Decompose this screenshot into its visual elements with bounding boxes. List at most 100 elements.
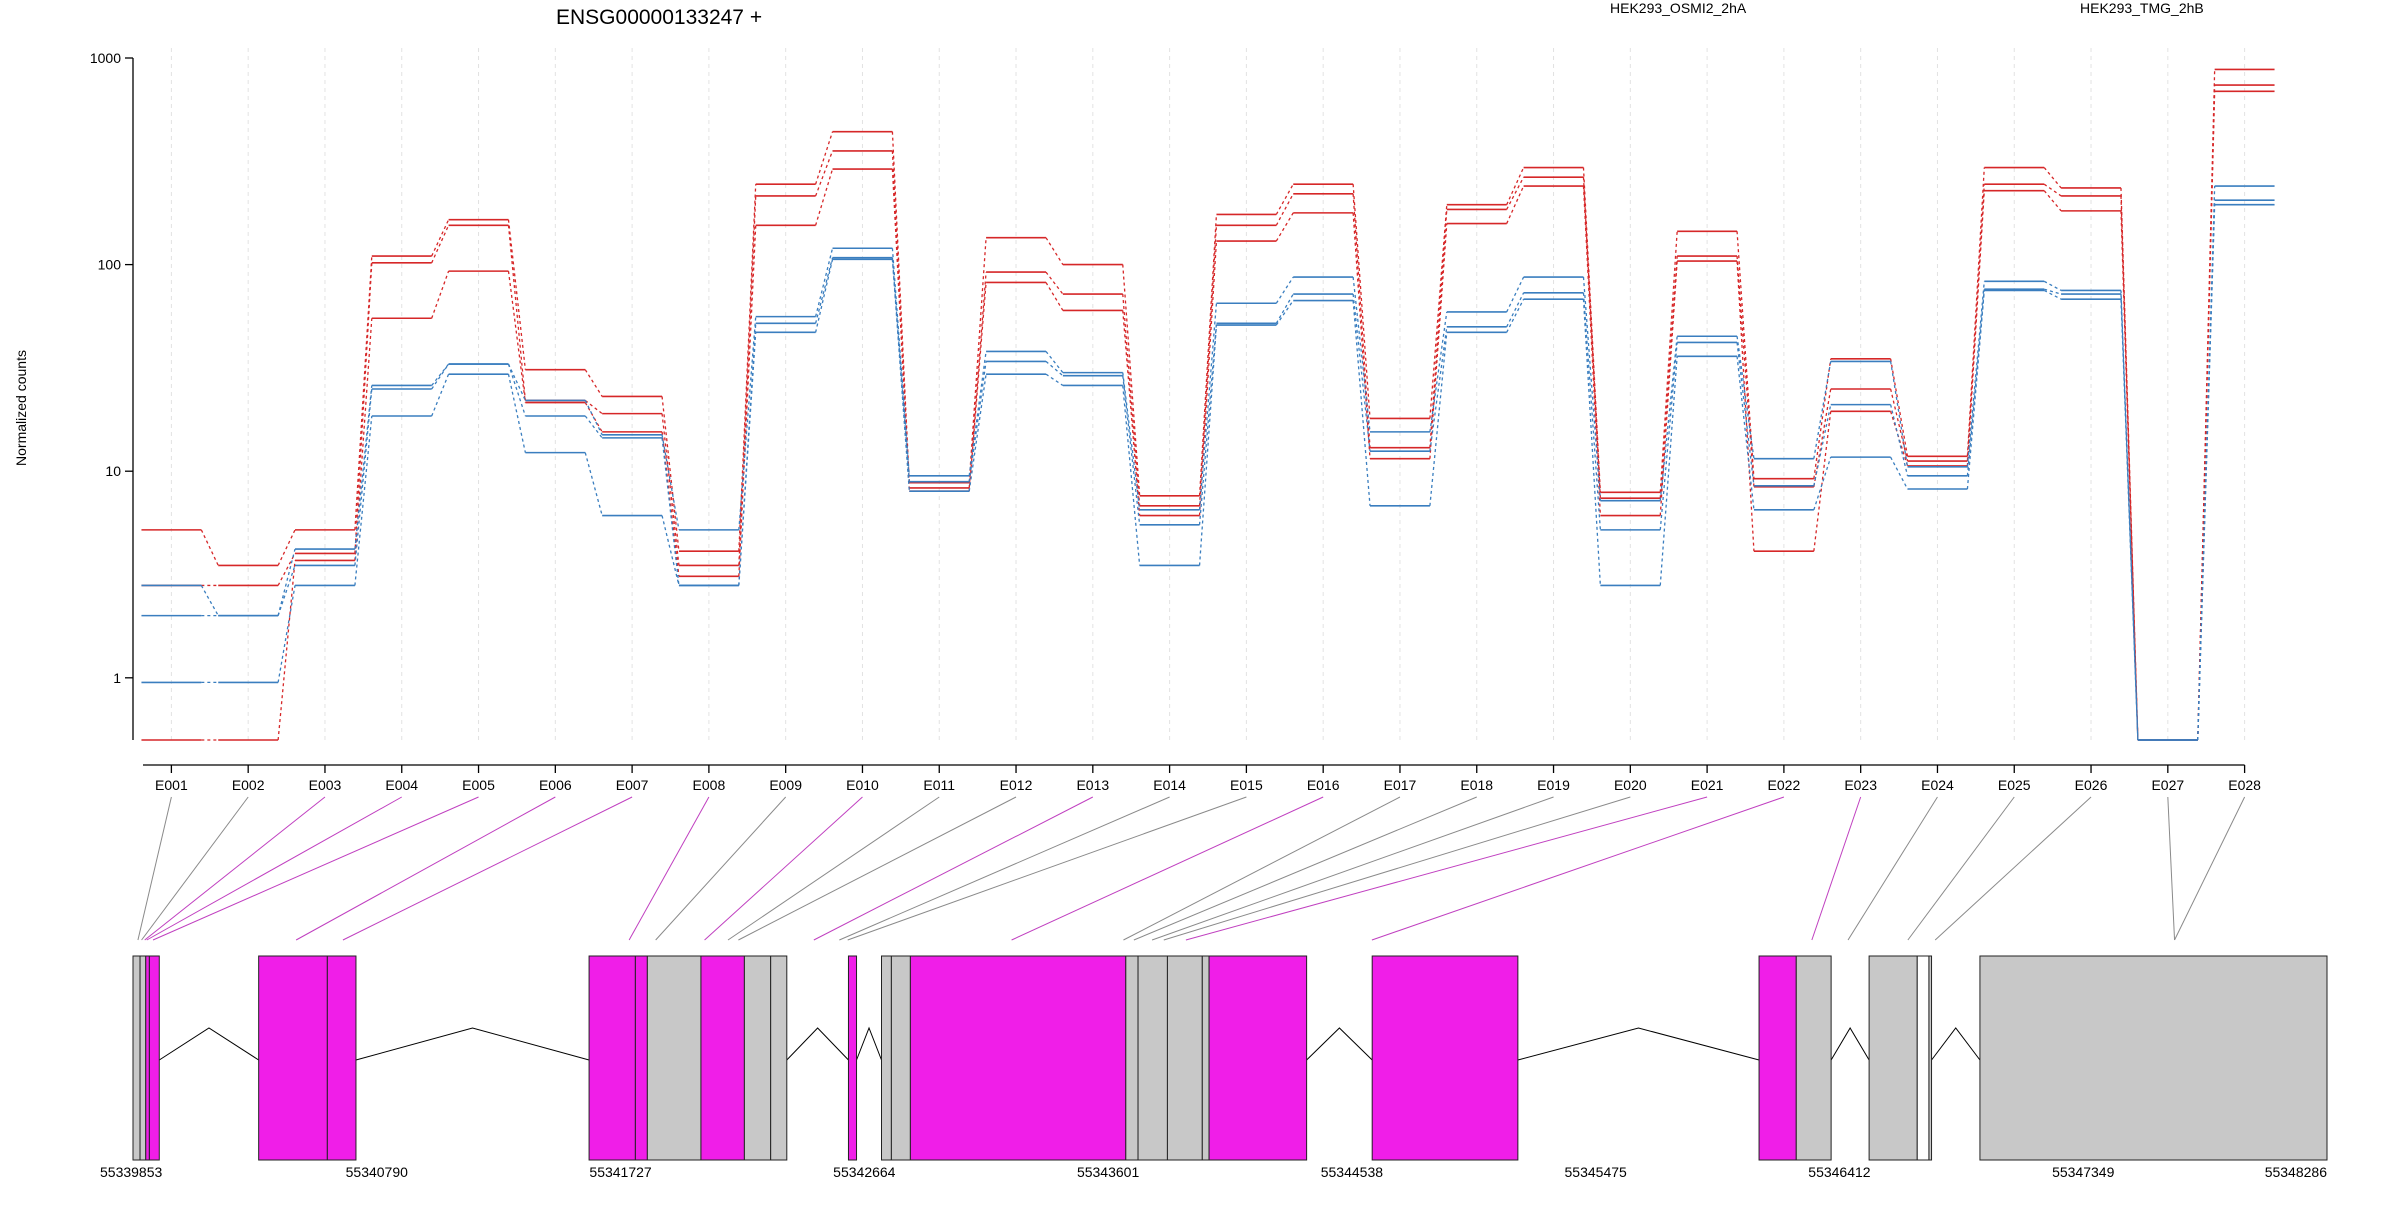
intron-23 [1830,1027,1870,1061]
series-1-link-2 [354,262,373,554]
exon-block-E002 [139,955,147,1161]
series-2-link-3 [431,270,450,319]
series-0-link-21 [1813,358,1832,479]
exon-block-E011 [743,955,772,1161]
series-4-link-16 [1429,326,1448,452]
series-5-link-4 [507,374,527,453]
connector-E022 [1371,796,1785,941]
series-2-link-2 [354,318,373,561]
exon-block-E024 [1795,955,1832,1161]
x-tick-label-E026: E026 [2075,777,2108,793]
x-tick-label-E001: E001 [155,777,188,793]
y-tick-label-1000: 1000 [90,50,121,66]
x-tick-label-E008: E008 [693,777,726,793]
series-2-link-1 [277,560,296,741]
legend-entry-osmi2: HEK293_OSMI2_2hA [1610,0,1747,16]
y-tick-label-1: 1 [113,670,121,686]
exon-block-E003 [145,955,150,1161]
series-0-link-11 [1045,237,1064,265]
connector-E003 [144,796,326,941]
x-tick-label-E014: E014 [1153,777,1186,793]
genomic-coordinate-label: 55341727 [589,1164,652,1180]
series-5-link-19 [1659,356,1678,586]
connector-E019 [1151,796,1554,941]
genomic-coordinate-label: 55344538 [1321,1164,1384,1180]
series-2-link-19 [1659,261,1678,516]
series-5-link-8 [814,259,834,333]
series-3-link-10 [968,351,987,476]
series-2-link-23 [1966,190,1985,467]
series-3-link-12 [1122,372,1141,510]
series-4-link-18 [1582,292,1602,530]
series-2-link-22 [1890,411,1909,467]
chart-title: ENSG00000133247 + [556,6,762,29]
exon-block-E025 [1868,955,1918,1161]
series-4-link-6 [661,437,680,586]
intron-11 [786,1027,849,1061]
series-2-link-14 [1275,212,1294,242]
series-2-link-11 [1045,282,1064,311]
x-tick-label-E007: E007 [616,777,649,793]
series-5-link-5 [584,452,603,516]
exon-block-E006 [326,955,357,1161]
series-2-link-8 [815,168,834,226]
series-2-link-13 [1198,241,1218,516]
series-5-link-11 [1045,373,1064,387]
series-3 [141,185,2275,741]
series-0-link-12 [1122,264,1141,496]
exon-block-E027 [1928,955,1933,1161]
connector-E010 [704,796,863,941]
connector-E016 [1011,796,1324,941]
x-tick-label-E018: E018 [1460,777,1493,793]
series-1-link-25 [2120,195,2139,741]
series-4-link-3 [431,363,450,390]
series-1-link-24 [2043,183,2062,197]
series-5-link-6 [661,515,680,586]
exon-block-E028 [1979,955,2328,1161]
series-3-link-5 [584,400,603,436]
x-tick-label-E025: E025 [1998,777,2031,793]
series-4-link-11 [1045,360,1064,377]
exon-block-E007 [588,955,636,1161]
x-tick-label-E024: E024 [1921,777,1954,793]
exon-block-E013 [847,955,858,1161]
series-3-link-0 [200,585,219,616]
exon-block-E008 [634,955,648,1161]
series-0-link-1 [277,529,296,566]
series-5-link-16 [1429,332,1448,506]
series-2-link-25 [2120,210,2139,741]
exon-block-E010 [700,955,745,1161]
series-1-link-23 [1966,184,1985,462]
series-1-link-22 [1889,388,1909,462]
connector-E006 [295,796,556,941]
gene-model-layer: 55339853 55340790 55341727 55342664 55343601… [100,955,2328,1180]
x-tick-label-E013: E013 [1076,777,1109,793]
series-3-link-15 [1352,277,1371,432]
intron-5 [355,1027,590,1061]
series-3-link-23 [1966,281,1985,467]
intron-3 [159,1027,259,1061]
x-tick-label-E022: E022 [1768,777,1801,793]
genomic-coordinate-label: 55340790 [346,1164,409,1180]
series-2-link-10 [968,282,987,492]
series-1-link-11 [1045,271,1064,295]
series-1-link-20 [1736,256,1755,487]
x-tick-label-E027: E027 [2151,777,2184,793]
connector-E014 [839,796,1170,941]
series-2-link-17 [1506,185,1525,224]
x-tick-label-E010: E010 [846,777,879,793]
x-tick-label-E017: E017 [1384,777,1417,793]
series-4-link-10 [968,361,987,482]
series-0-link-10 [968,237,987,483]
series-3-link-13 [1198,303,1218,510]
series-5-link-17 [1506,298,1525,333]
series-5-link-10 [968,374,987,492]
series-3-link-20 [1736,336,1755,459]
series-2-link-4 [507,271,527,403]
series-3-link-24 [2043,280,2062,291]
intron-12 [856,1026,882,1061]
connector-E018 [1133,796,1477,941]
x-tick-label-E020: E020 [1614,777,1647,793]
series-1-link-19 [1659,256,1678,499]
genomic-coordinate-label: 55345475 [1565,1164,1628,1180]
